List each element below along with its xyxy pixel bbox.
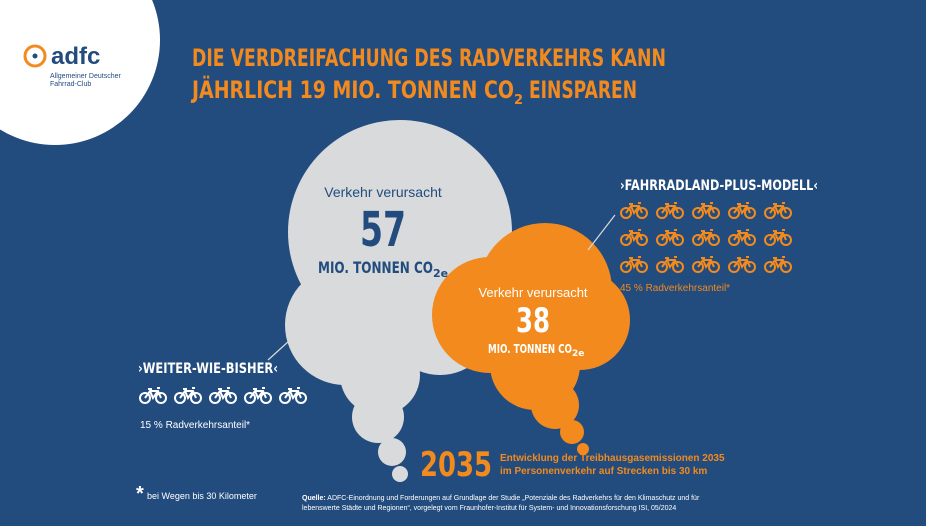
orange-cloud bbox=[432, 223, 630, 455]
footnote-mark: * bbox=[136, 483, 144, 505]
year-note: im Personenverkehr auf Strecken bis 30 k… bbox=[500, 466, 707, 477]
logo-name: adfc bbox=[51, 43, 100, 70]
unit: MIO. TONNEN CO2e bbox=[318, 258, 448, 280]
source-text: ADFC-Einordnung und Forderungen auf Grun… bbox=[327, 495, 700, 502]
unit-text: MIO. TONNEN CO bbox=[488, 342, 572, 356]
year: 2035 bbox=[420, 445, 492, 485]
source: Quelle: ADFC-Einordnung und Forderungen … bbox=[302, 495, 700, 502]
connector bbox=[587, 214, 616, 251]
logo-line: Allgemeiner Deutscher bbox=[50, 73, 121, 80]
scenario: ›WEITER-WIE-BISHER‹ bbox=[138, 361, 278, 377]
unit-sub: 2e bbox=[433, 267, 448, 280]
source: lebenswerte Städte und Regionen“, vorgel… bbox=[302, 505, 676, 512]
unit-sub: 2e bbox=[572, 349, 584, 359]
title-line: JÄHRLICH 19 MIO. TONNEN CO2 EINSPAREN bbox=[190, 75, 637, 108]
share: 15 % Radverkehrsanteil* bbox=[140, 420, 250, 431]
connector bbox=[267, 321, 311, 361]
unit-text: MIO. TONNEN CO bbox=[318, 258, 433, 277]
logo-badge bbox=[0, 0, 160, 145]
title-sub: 2 bbox=[514, 93, 523, 108]
title-text: JÄHRLICH 19 MIO. TONNEN CO bbox=[190, 75, 514, 104]
caption: Verkehr verursacht bbox=[324, 184, 442, 200]
logo: adfc Allgemeiner Deutscher Fahrrad-Club bbox=[23, 43, 121, 88]
share: 45 % Radverkehrsanteil* bbox=[620, 283, 730, 294]
year-note: Entwicklung der Treibhausgasemissionen 2… bbox=[500, 453, 725, 464]
footnote: bei Wegen bis 30 Kilometer bbox=[147, 491, 257, 501]
caption: Verkehr verursacht bbox=[478, 285, 587, 300]
title-text: EINSPAREN bbox=[523, 76, 637, 104]
value: 57 bbox=[360, 202, 406, 258]
scenario: ›FAHRRADLAND-PLUS-MODELL‹ bbox=[620, 178, 818, 194]
logo-line: Fahrrad-Club bbox=[50, 81, 91, 88]
value: 38 bbox=[516, 301, 550, 341]
source-label: Quelle: bbox=[302, 495, 326, 502]
title-line: DIE VERDREIFACHUNG DES RADVERKEHRS KANN bbox=[192, 44, 666, 72]
unit: MIO. TONNEN CO2e bbox=[488, 342, 584, 359]
